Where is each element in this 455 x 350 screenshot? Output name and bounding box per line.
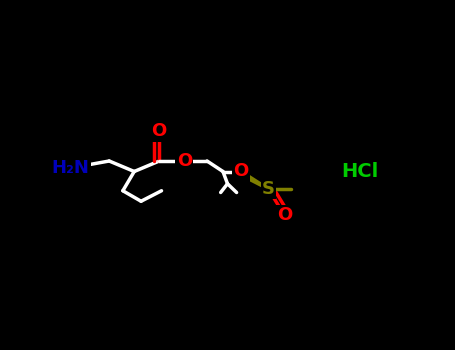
Text: H₂N: H₂N: [51, 159, 90, 177]
Text: HCl: HCl: [341, 162, 378, 181]
Text: S: S: [262, 180, 275, 198]
Text: O: O: [152, 122, 167, 140]
Text: O: O: [177, 152, 192, 170]
Text: O: O: [233, 162, 249, 181]
Text: O: O: [277, 206, 292, 224]
